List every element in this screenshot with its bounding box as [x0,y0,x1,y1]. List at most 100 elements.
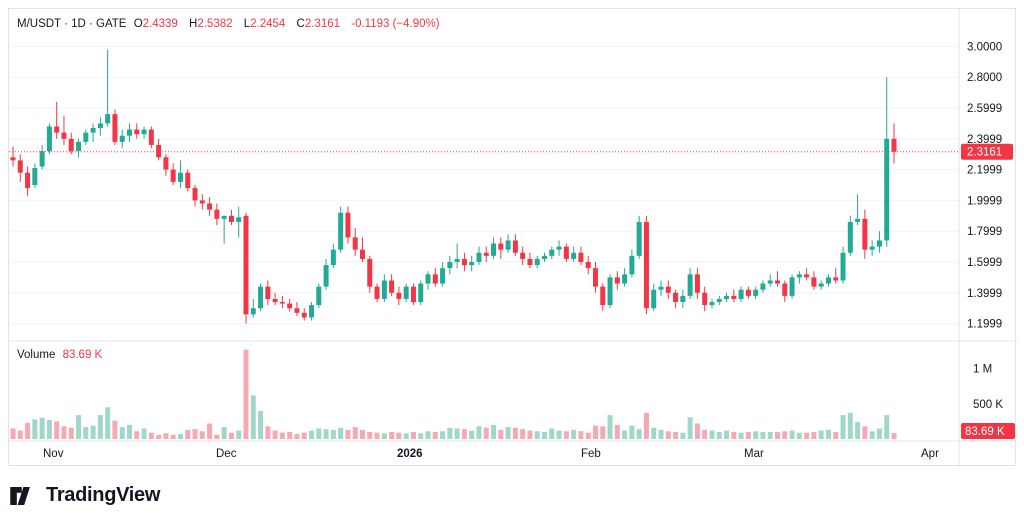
volume-bar [243,349,249,439]
candle-body [10,157,16,161]
candle-body [491,243,497,256]
candle-body [112,114,118,142]
volume-bar [410,431,416,439]
candle-body [148,129,154,145]
price-tick-label: 1.9999 [967,195,1002,207]
candle-body [163,157,169,170]
candle-body [68,138,74,152]
candle-body [658,286,664,290]
candle-body [578,252,584,262]
candle-body [563,246,569,259]
volume-bar [236,430,242,439]
candle-body [556,246,562,250]
candle-body [767,280,773,284]
volume-bar [119,427,125,439]
volume-bar [54,421,60,439]
candle-body [83,132,89,142]
candle-body [287,303,293,309]
candle-body [804,274,810,278]
volume-tick-label: 500 K [973,399,1003,411]
candle-body [680,295,686,303]
volume-bar [90,425,96,439]
candle-body [643,221,649,309]
candle-body [279,302,285,304]
volume-bar [665,431,671,439]
low-label: L [243,18,251,30]
candle-body [520,252,526,259]
candle-body [549,249,555,256]
chart-canvas[interactable]: 3.0000 2.8000 2.5999 2.3999 2.1999 1.9999 1.79… [9,9,1017,467]
volume-bar [316,428,322,439]
last-volume-badge [961,423,1015,439]
grid-lines [9,9,1017,467]
candle-body [418,283,424,303]
candle-body [425,274,431,284]
volume-bar [228,432,234,439]
volume-bar [301,432,307,439]
candle-body [571,252,577,259]
volume-bar [250,395,256,439]
candle-body [345,212,351,238]
symbol-label[interactable]: M/USDT · 1D · GATE [17,18,127,30]
candle-body [840,252,846,281]
last-volume-label: 83.69 K [965,426,1005,438]
candle-body [97,123,103,129]
candle-body [469,262,475,266]
volume-bar [483,427,489,439]
volume-bar [804,432,810,439]
candle-body [724,295,730,299]
volume-bar [192,429,198,439]
volume-bar [731,431,737,439]
price-tick-label: 1.5999 [967,257,1002,269]
volume-bar [847,412,853,439]
candle-body [687,274,693,296]
time-tick-label: Feb [581,448,601,460]
candle-body [228,215,234,222]
volume-value: 83.69 K [62,349,103,361]
candle-body [352,237,358,250]
candle-body [389,280,395,293]
candle-body [825,277,831,284]
candle-body [76,141,82,152]
price-tick-label: 2.8000 [967,72,1002,84]
volume-bar [512,427,518,439]
candle-body [403,286,409,299]
volume-bar [32,419,38,439]
candle-body [170,169,176,182]
candle-body [105,114,111,124]
candle-body [25,172,31,189]
chart-container[interactable]: 3.0000 2.8000 2.5999 2.3999 2.1999 1.9999 1.79… [8,8,1017,467]
volume-bar [469,430,475,439]
time-tick-label: Nov [43,448,64,460]
candle-body [855,218,861,222]
candle-body [476,252,482,262]
volume-bar [156,434,162,439]
candle-body [738,289,744,299]
volume-bar [673,431,679,439]
candle-body [192,188,198,201]
candle-body [156,144,162,158]
candle-body [694,274,700,293]
volume-bar [542,431,548,439]
volume-bar [309,430,315,439]
volume-bar [265,426,271,439]
volume-label[interactable]: Volume [17,349,56,361]
volume-bar [520,429,526,439]
volume-bar [505,427,511,439]
candle-body [410,286,416,303]
tradingview-logo[interactable]: TradingView [10,484,160,507]
volume-bar [287,431,293,439]
volume-tick-label: 1 M [973,364,992,376]
candle-body [592,268,598,287]
candle-body [782,283,788,296]
volume-bar [338,427,344,439]
candle-body [702,292,708,306]
volume-bar [600,426,606,439]
candle-body [607,277,613,306]
volume-bar [258,410,264,439]
brand-name: TradingView [46,484,161,506]
volume-bar [702,429,708,439]
volume-bar [622,430,628,439]
volume-bar [425,431,431,439]
candle-body [265,286,271,299]
